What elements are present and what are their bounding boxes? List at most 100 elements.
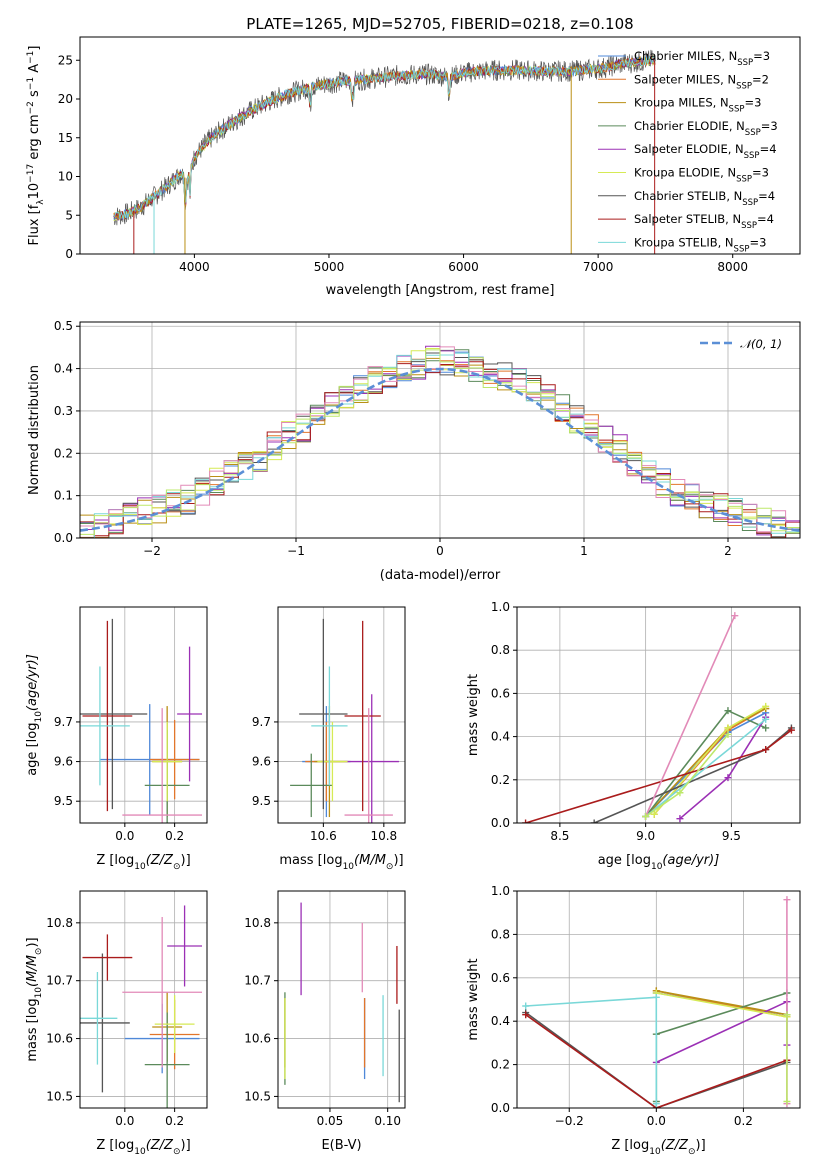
weight-marker-salpeter_stelib — [522, 819, 530, 823]
weight-marker-kroupa_stelib — [652, 993, 660, 1001]
legend-tail: =4 — [757, 212, 774, 226]
axes-frame — [79, 890, 208, 1109]
legend-sub: SSP — [744, 151, 760, 161]
weight-marker-kroupa_stelib — [652, 1100, 660, 1108]
label-part: −1 — [26, 77, 36, 90]
y-tick-label: 15 — [58, 131, 73, 145]
weight-line-chabrier_stelib — [593, 727, 792, 823]
label-part: (age/yr)] — [662, 853, 719, 868]
spectrum-line-chabrier_elodie — [113, 55, 656, 219]
spectrum-line-chabrier_miles — [113, 55, 656, 220]
y-tick-label: 9.6 — [252, 755, 271, 769]
legend-sub: SSP — [736, 175, 752, 185]
label-part: 10 — [343, 862, 355, 872]
label-part: Z [log — [96, 1138, 134, 1153]
weight-marker-chabrier_elodie — [724, 707, 732, 715]
weight-marker-salpeter_stelib — [787, 726, 795, 734]
legend-sub: SSP — [729, 105, 745, 115]
label-part: (Z/Z — [661, 1138, 689, 1153]
plot-area-weight_vs_age — [522, 612, 795, 823]
y-tick-label: 0.8 — [491, 927, 510, 941]
y-axis-label: age [log10(age/yr)] — [25, 654, 44, 776]
y-tick-label: 0.0 — [491, 1101, 510, 1115]
label-part: (Z/Z — [146, 1138, 174, 1153]
label-part: A — [27, 64, 42, 77]
legend-entry: Kroupa STELIB, NSSP=3 — [634, 235, 766, 254]
y-tick-label: 0.6 — [491, 686, 510, 700]
x-tick-label: 7000 — [583, 260, 614, 274]
weight-marker-kroupa_stelib — [522, 1002, 530, 1010]
y-tick-label: 0.5 — [54, 319, 73, 333]
y-tick-label: 0.2 — [491, 1058, 510, 1072]
weight-marker-pink — [783, 896, 791, 904]
legend-tail: =3 — [752, 166, 769, 180]
legend-sub: SSP — [737, 58, 753, 68]
weight-marker-lime — [783, 1011, 791, 1019]
label-part: 10 — [649, 1147, 661, 1157]
axes-weight_vs_age: 8.5 9.0 9.5 0.0 0.2 0.4 0.6 0.8 1.0 age [log10(ag… — [466, 600, 801, 872]
x-tick-label: 1 — [580, 544, 588, 558]
axes-residuals: −2 −1 0 1 2 0.0 0.1 0.2 0.3 0.4 0.5 (data-model)/er… — [27, 319, 801, 583]
axes-mass_vs_ebv: 0.05 0.10 10.5 10.6 10.7 10.8 E(B-V) — [244, 890, 406, 1153]
legend-text: Kroupa MILES, N — [634, 96, 729, 110]
axes-age_vs_Z: 0.0 0.29.59.69.7Z [log10(Z/Z⊙)]age [log10… — [25, 606, 208, 872]
legend-entry: Chabrier ELODIE, NSSP=3 — [634, 119, 778, 138]
x-axis-label: Z [log10(Z/Z⊙)] — [96, 1138, 190, 1157]
plot-area-residuals — [80, 345, 800, 538]
weight-marker-kroupa_elodie — [762, 702, 770, 710]
weight-line-salpeter_elodie — [655, 1000, 788, 1064]
label-part: −17 — [26, 164, 36, 183]
label-part: 10 — [651, 862, 663, 872]
plot-area-age_vs_Z — [80, 618, 203, 823]
legend-sub: SSP — [745, 128, 761, 138]
x-tick-label: 0.0 — [647, 1114, 666, 1128]
x-axis-label: (data-model)/error — [380, 568, 501, 583]
label-part: (M/M — [354, 853, 386, 868]
y-tick-label: 0.4 — [491, 1014, 510, 1028]
legend-entry: Chabrier STELIB, NSSP=4 — [634, 189, 775, 208]
x-axis-label: age [log10(age/yr)] — [598, 853, 720, 872]
plot-area-mass_vs_ebv — [284, 902, 400, 1103]
x-tick-label: 8000 — [717, 260, 748, 274]
weight-marker-salpeter_elodie — [724, 774, 732, 782]
weight-marker-kroupa_stelib — [762, 715, 770, 723]
frame-spectrum: 4000 5000 6000 7000 8000 0 5 10 15 20 25 — [58, 36, 801, 274]
label-part: mass [log — [279, 853, 342, 868]
axes-frame — [277, 890, 406, 1109]
y-tick-label: 25 — [58, 53, 73, 67]
label-part: erg cm — [27, 114, 42, 163]
label-part: −2 — [26, 101, 36, 114]
x-tick-label: 6000 — [448, 260, 479, 274]
y-tick-label: 5 — [65, 208, 73, 222]
spectrum-line-kroupa_elodie — [113, 54, 656, 222]
label-part: ] — [27, 46, 42, 51]
spectrum-line-kroupa_miles — [113, 55, 656, 221]
label-part: s — [27, 90, 42, 101]
label-part: 10 — [134, 862, 146, 872]
axes-spectrum: 4000 5000 6000 7000 8000 0 5 10 15 20 25 wavelength… — [26, 36, 801, 298]
label-part: 10 — [34, 711, 44, 723]
x-tick-label: 10.8 — [370, 829, 397, 843]
label-part: ⊙ — [173, 862, 181, 872]
x-axis-label: mass [log10(M/M⊙)] — [279, 853, 403, 872]
legend-text: Kroupa STELIB, N — [634, 235, 734, 249]
legend-sub: SSP — [734, 244, 750, 254]
label-part: (Z/Z — [146, 853, 174, 868]
label-part: 10 — [27, 183, 42, 200]
y-tick-label: 9.7 — [252, 715, 271, 729]
x-tick-label: 0.0 — [115, 1114, 134, 1128]
legend-tail: =3 — [749, 235, 766, 249]
legend-entry: 𝒩(0, 1) — [740, 337, 782, 351]
legend-sub: SSP — [736, 81, 752, 91]
label-part: Z [log — [96, 853, 134, 868]
x-axis-label: Z [log10(Z/Z⊙)] — [611, 1138, 705, 1157]
spectrum-line-kroupa_stelib — [113, 54, 656, 220]
axes-frame — [79, 36, 801, 255]
weight-line-pink — [644, 615, 736, 817]
y-tick-label: 0.3 — [54, 404, 73, 418]
y-tick-label: 1.0 — [491, 884, 510, 898]
x-axis-label: E(B-V) — [321, 1138, 361, 1153]
figure-title: PLATE=1265, MJD=52705, FIBERID=0218, z=0… — [246, 15, 633, 33]
